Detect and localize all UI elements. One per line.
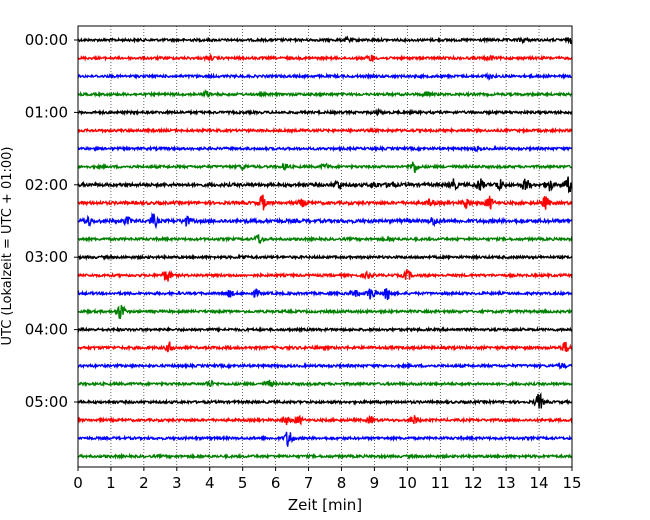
- trace-0500: [77, 392, 573, 409]
- trace-0230: [77, 212, 573, 230]
- y-tick-label: 04:00: [25, 321, 68, 339]
- x-tick-label: 2: [139, 474, 149, 492]
- x-tick-label: 0: [73, 474, 83, 492]
- x-tick-label: 12: [464, 474, 483, 492]
- trace-0100: [77, 107, 573, 117]
- y-tick-label: 00:00: [25, 31, 68, 49]
- trace-group: [77, 35, 573, 461]
- y-tick-label: 05:00: [25, 393, 68, 411]
- trace-0000: [77, 35, 573, 45]
- trace-0300: [77, 253, 573, 262]
- trace-0200: [77, 176, 573, 194]
- trace-0415: [77, 341, 573, 353]
- trace-0030: [77, 71, 573, 81]
- y-axis-label: UTC (Lokalzeit = UTC + 01:00): [0, 147, 15, 346]
- trace-0315: [77, 269, 573, 282]
- trace-0445: [77, 379, 573, 388]
- x-tick-label: 4: [205, 474, 215, 492]
- x-tick-label: 11: [431, 474, 450, 492]
- trace-0130: [77, 144, 573, 153]
- trace-0345: [77, 305, 573, 319]
- x-tick-label: 9: [370, 474, 380, 492]
- trace-0430: [77, 361, 573, 370]
- y-tick-label: 03:00: [25, 248, 68, 266]
- trace-0015: [77, 52, 573, 63]
- y-tick-label: 02:00: [25, 176, 68, 194]
- x-axis-ticks: 0 1 2 3 4 5 6 7 8 9 10 11 12 13 14 15: [73, 467, 582, 492]
- x-tick-label: 8: [337, 474, 347, 492]
- x-tick-label: 15: [562, 474, 581, 492]
- x-tick-label: 6: [271, 474, 281, 492]
- x-tick-label: 14: [530, 474, 549, 492]
- trace-0530: [77, 431, 573, 447]
- x-tick-label: 3: [172, 474, 182, 492]
- x-tick-label: 10: [398, 474, 417, 492]
- x-tick-label: 7: [304, 474, 314, 492]
- trace-0045: [77, 89, 573, 99]
- trace-0245: [77, 234, 573, 244]
- trace-0215: [77, 194, 573, 211]
- trace-0515: [77, 414, 573, 426]
- plot-frame: [77, 25, 573, 468]
- x-tick-label: 5: [238, 474, 248, 492]
- x-tick-label: 13: [497, 474, 516, 492]
- y-tick-label: 01:00: [25, 103, 68, 121]
- y-axis-ticks: 00:00 01:00 02:00 03:00 04:00 05:00: [25, 31, 78, 411]
- trace-0330: [77, 288, 573, 301]
- x-axis-label: Zeit [min]: [288, 496, 362, 514]
- trace-0145: [77, 161, 573, 174]
- trace-0400: [77, 325, 573, 334]
- trace-0115: [77, 126, 573, 135]
- x-tick-label: 1: [106, 474, 116, 492]
- trace-0545: [77, 452, 573, 461]
